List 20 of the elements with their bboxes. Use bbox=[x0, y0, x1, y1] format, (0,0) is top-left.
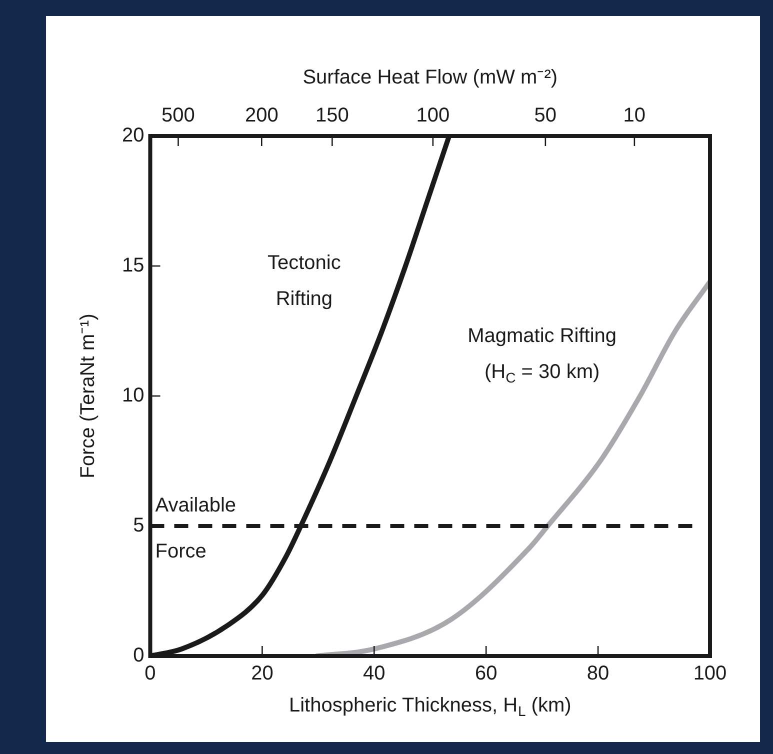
text: 10 bbox=[623, 104, 646, 127]
text: 150 bbox=[315, 104, 349, 127]
y-tick-label: 20 bbox=[122, 124, 144, 147]
text: 100 bbox=[416, 104, 450, 127]
y-tick-label: 10 bbox=[122, 384, 144, 407]
x-tick-label: 60 bbox=[474, 662, 498, 685]
x2-axis-title: Surface Heat Flow (mW m⁻²) bbox=[302, 66, 558, 89]
y-axis-title: Force (TeraNt m⁻¹) bbox=[76, 314, 99, 478]
y-tick-label: 15 bbox=[122, 254, 144, 277]
text: 500 bbox=[162, 104, 195, 127]
text: 200 bbox=[244, 104, 278, 127]
text: 50 bbox=[534, 104, 557, 127]
x-tick-label: 40 bbox=[363, 662, 386, 685]
x-tick-label: 20 bbox=[251, 662, 274, 685]
y-tick-label: 5 bbox=[133, 514, 144, 537]
x-tick-label: 100 bbox=[693, 662, 727, 685]
x-tick-label: 80 bbox=[586, 662, 610, 685]
y-tick-label: 0 bbox=[133, 644, 144, 667]
text: Tectonic Rifting bbox=[267, 252, 341, 310]
text: Available Force bbox=[155, 494, 236, 563]
